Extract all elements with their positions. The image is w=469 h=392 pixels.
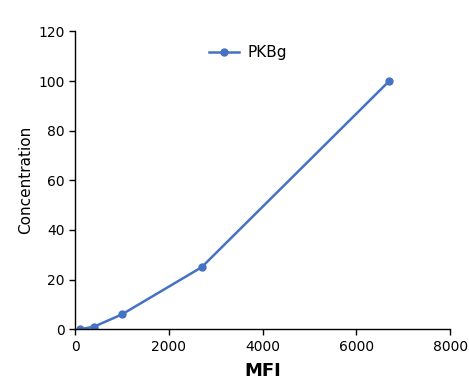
PKBg (119, 312, 125, 317)
PKBg (386, 79, 392, 83)
PKBg (199, 265, 204, 270)
X-axis label: MFI: MFI (244, 362, 281, 380)
Legend: PKBg: PKBg (203, 39, 293, 66)
Y-axis label: Concentration: Concentration (18, 126, 33, 234)
Line: PKBg: PKBg (76, 78, 393, 333)
PKBg (91, 325, 97, 329)
PKBg (77, 327, 83, 332)
